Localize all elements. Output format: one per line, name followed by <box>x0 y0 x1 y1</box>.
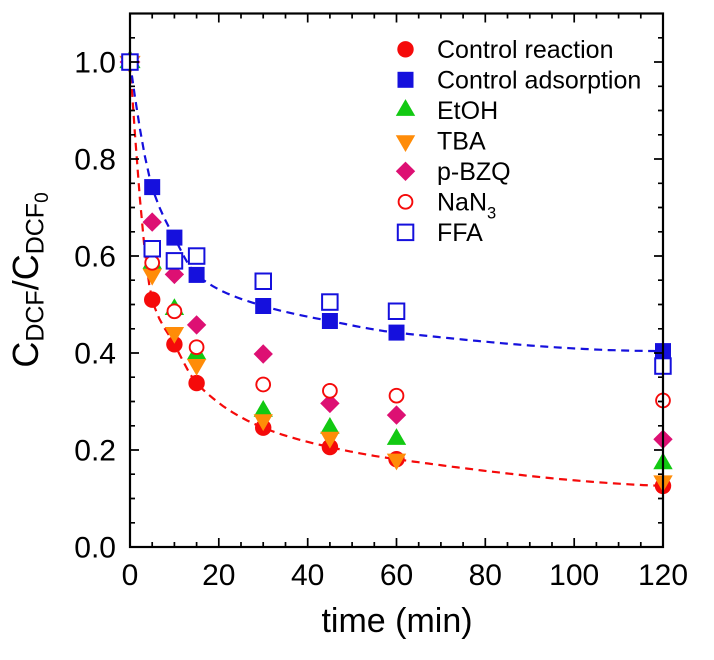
svg-text:0.4: 0.4 <box>74 338 116 371</box>
svg-text:Control adsorption: Control adsorption <box>437 67 641 95</box>
svg-text:80: 80 <box>469 559 502 592</box>
svg-text:100: 100 <box>549 559 599 592</box>
svg-text:Control reaction: Control reaction <box>437 36 613 64</box>
svg-text:TBA: TBA <box>437 128 486 156</box>
svg-text:1.0: 1.0 <box>74 47 116 80</box>
svg-text:120: 120 <box>638 559 688 592</box>
svg-text:FFA: FFA <box>437 219 483 247</box>
svg-text:0.8: 0.8 <box>74 144 116 177</box>
svg-text:20: 20 <box>202 559 235 592</box>
svg-text:time (min): time (min) <box>321 602 472 640</box>
svg-text:EtOH: EtOH <box>437 97 498 125</box>
svg-text:0.6: 0.6 <box>74 241 116 274</box>
svg-text:40: 40 <box>291 559 324 592</box>
svg-text:60: 60 <box>380 559 413 592</box>
svg-text:0.0: 0.0 <box>74 532 116 565</box>
svg-text:p-BZQ: p-BZQ <box>437 158 511 186</box>
svg-text:0: 0 <box>122 559 139 592</box>
svg-text:0.2: 0.2 <box>74 435 116 468</box>
